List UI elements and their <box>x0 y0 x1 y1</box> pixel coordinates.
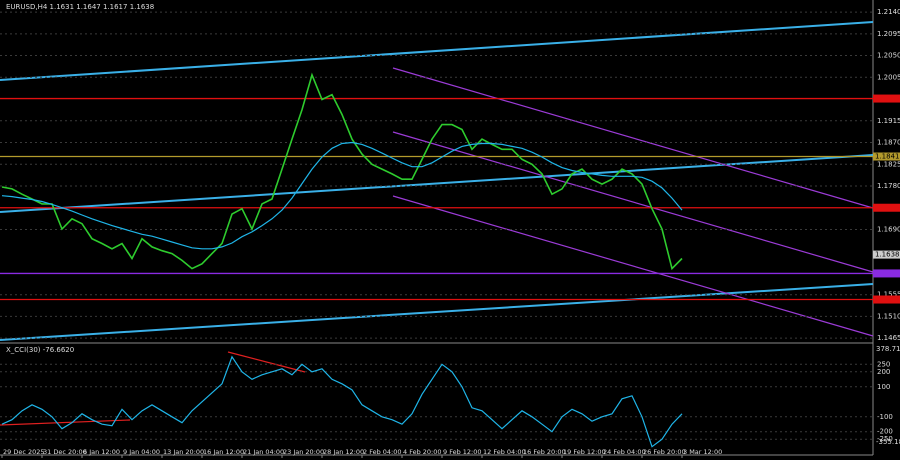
x-tick-label: 19 Feb 12:00 <box>563 448 606 456</box>
regression-line <box>392 195 874 337</box>
x-tick-label: 3 Mar 12:00 <box>683 448 722 456</box>
x-tick-label: 9 Feb 12:00 <box>443 448 482 456</box>
y-tick-label: 1.1555 <box>877 291 900 299</box>
series-line <box>1 141 683 250</box>
x-tick-label: 29 Dec 2025 <box>3 448 45 456</box>
y-tick-label: 1.1915 <box>877 117 900 125</box>
divergence-line <box>227 351 306 373</box>
x-tick-label: 24 Feb 04:00 <box>603 448 646 456</box>
x-tick-label: 16 Jan 12:00 <box>203 448 244 456</box>
indicator-title: X_CCI(30) -76.6620 <box>6 346 74 354</box>
y-limit-label: 378.7116 <box>876 345 900 353</box>
y-tick-label: 1.1825 <box>877 160 900 168</box>
y-tick-label: 1.2095 <box>877 30 900 38</box>
regression-line <box>392 67 874 209</box>
trend-line <box>0 154 874 213</box>
y-tick-label: 1.1780 <box>877 182 900 190</box>
x-tick-label: 9 Jan 04:00 <box>123 448 160 456</box>
x-tick-label: 12 Feb 04:00 <box>483 448 526 456</box>
y-tick-label: 1.1510 <box>877 312 900 320</box>
level-tag <box>873 203 900 212</box>
y-tick-label: 100 <box>877 383 890 391</box>
chart-title: EURUSD,H4 1.1631 1.1647 1.1617 1.1638 <box>6 3 154 11</box>
y-tick-label: -250 <box>877 435 893 443</box>
level-tag <box>873 94 900 103</box>
x-tick-label: 28 Jan 12:00 <box>323 448 364 456</box>
level-tag <box>873 269 900 278</box>
x-tick-label: 21 Jan 04:00 <box>243 448 284 456</box>
series-line <box>1 72 683 271</box>
y-tick-label: 1.2050 <box>877 52 900 60</box>
level-tag <box>873 152 900 161</box>
trend-line <box>0 21 874 81</box>
level-tag <box>873 295 900 304</box>
x-tick-label: 23 Jan 20:00 <box>283 448 324 456</box>
x-tick-label: 16 Feb 20:00 <box>523 448 566 456</box>
y-tick-label: 250 <box>877 360 890 368</box>
series-line <box>1 355 683 448</box>
divergence-line <box>0 419 131 426</box>
level-label: 1.1841 <box>875 153 900 161</box>
y-tick-label: 1.1870 <box>877 139 900 147</box>
y-tick-label: -100 <box>877 413 893 421</box>
x-tick-label: 6 Jan 12:00 <box>83 448 120 456</box>
price-label: 1.1638 <box>875 251 900 259</box>
x-tick-label: 26 Feb 20:00 <box>643 448 686 456</box>
y-tick-label: -200 <box>877 428 893 436</box>
x-tick-label: 31 Dec 20:00 <box>43 448 87 456</box>
price-tag <box>873 250 900 259</box>
y-tick-label: 1.1465 <box>877 334 900 342</box>
x-tick-label: 2 Feb 04:00 <box>363 448 402 456</box>
regression-line <box>392 131 874 273</box>
y-tick-label: 1.2005 <box>877 73 900 81</box>
y-tick-label: 200 <box>877 368 890 376</box>
y-tick-label: 1.1690 <box>877 225 900 233</box>
x-tick-label: 4 Feb 20:00 <box>403 448 442 456</box>
y-tick-label: 1.2140 <box>877 8 900 16</box>
x-tick-label: 13 Jan 20:00 <box>163 448 204 456</box>
y-limit-label: -355.189 <box>876 438 900 446</box>
